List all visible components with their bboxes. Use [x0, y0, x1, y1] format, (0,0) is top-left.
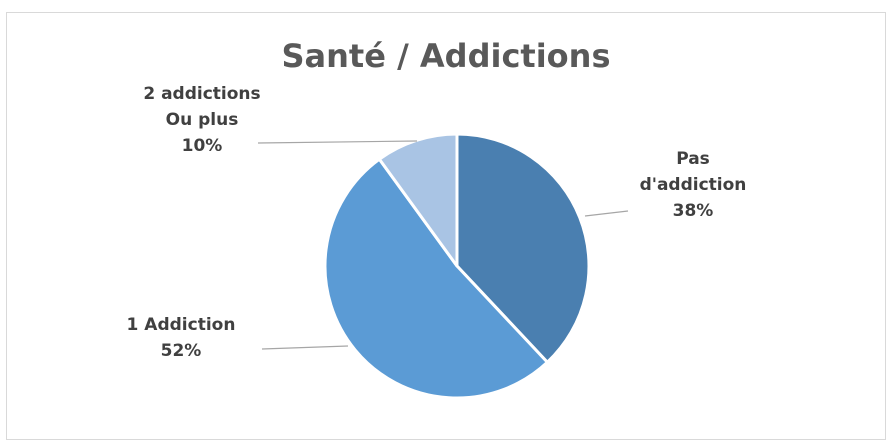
pie-slice-1 [455, 132, 591, 364]
slice-label-3: 2 addictions Ou plus 10% [143, 84, 260, 156]
leader-lines [257, 140, 629, 350]
slice-category-label: 2 addictions [143, 84, 260, 104]
slice-value-label: 52% [161, 341, 202, 361]
slice-value-label: 38% [673, 201, 714, 221]
chart-title: Santé / Addictions [281, 37, 611, 75]
slice-label-2: 1 Addiction 52% [127, 315, 236, 361]
slice-category-label: Pas [676, 149, 710, 169]
slice-labels: Pas d'addiction 38% 1 Addiction 52% 2 addicti… [127, 84, 747, 361]
leader-line-2 [261, 345, 349, 350]
slice-label-1: Pas d'addiction 38% [640, 149, 747, 221]
pie-slice-2 [323, 157, 549, 400]
slice-category-label: d'addiction [640, 175, 747, 195]
slice-category-label: 1 Addiction [127, 315, 236, 335]
leader-line-3 [257, 140, 418, 144]
leader-line-1 [584, 210, 629, 217]
slice-value-label: 10% [182, 136, 223, 156]
slice-category-label: Ou plus [166, 110, 239, 130]
pie-slices [323, 132, 591, 400]
